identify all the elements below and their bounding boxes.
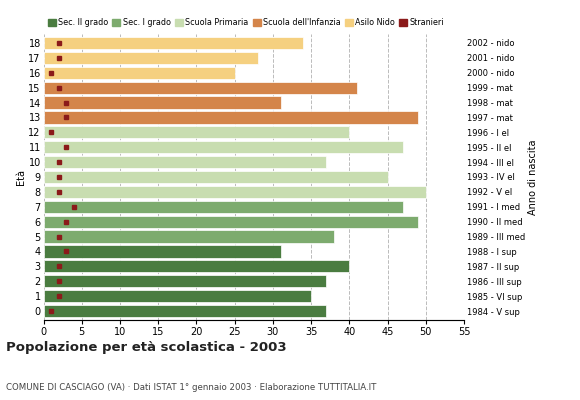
Bar [44,141,403,153]
Y-axis label: Anno di nascita: Anno di nascita [528,139,538,215]
Legend: Sec. II grado, Sec. I grado, Scuola Primaria, Scuola dell'Infanzia, Asilo Nido, : Sec. II grado, Sec. I grado, Scuola Prim… [48,18,444,27]
Bar [44,37,303,49]
Bar [44,52,258,64]
Bar [44,67,235,79]
Bar [44,216,418,228]
Text: Popolazione per età scolastica - 2003: Popolazione per età scolastica - 2003 [6,341,287,354]
Bar [44,230,334,243]
Bar [44,290,311,302]
Y-axis label: Età: Età [16,169,26,185]
Bar [44,171,387,183]
Bar [44,260,349,272]
Bar [44,245,281,258]
Bar [44,186,426,198]
Text: COMUNE DI CASCIAGO (VA) · Dati ISTAT 1° gennaio 2003 · Elaborazione TUTTITALIA.I: COMUNE DI CASCIAGO (VA) · Dati ISTAT 1° … [6,383,376,392]
Bar [44,82,357,94]
Bar [44,156,327,168]
Bar [44,201,403,213]
Bar [44,96,281,109]
Bar [44,111,418,124]
Bar [44,305,327,317]
Bar [44,275,327,287]
Bar [44,126,349,138]
